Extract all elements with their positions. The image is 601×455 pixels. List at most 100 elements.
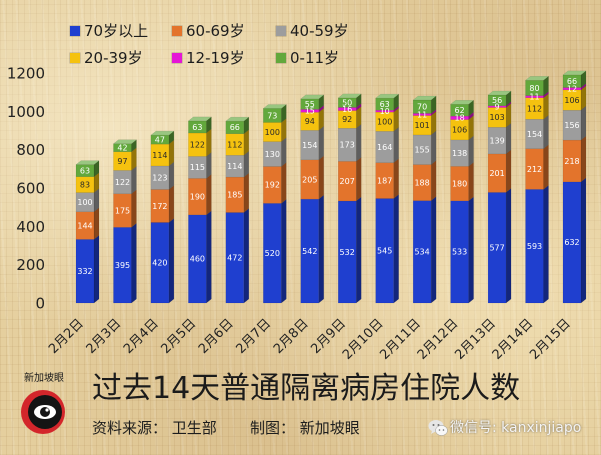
bar-segment-side <box>318 155 324 200</box>
bar-segment <box>300 98 319 110</box>
bar-segment <box>113 151 132 171</box>
data-label: 63 <box>192 123 202 132</box>
data-label: 115 <box>190 163 205 172</box>
legend-label: 12-19岁 <box>186 49 245 67</box>
data-label: 97 <box>117 157 127 166</box>
data-label: 106 <box>564 96 579 105</box>
legend-swatch <box>276 53 286 63</box>
bar-stack <box>337 93 362 304</box>
x-tick-label: 2月6日 <box>196 316 237 357</box>
bar-top-face <box>487 90 512 96</box>
bar-top-face <box>225 116 250 122</box>
bar-segment-side <box>93 234 100 304</box>
bar-segment <box>562 74 582 88</box>
watermark-text: 微信号: kanxinjiapo <box>450 420 582 436</box>
bar-top-face <box>337 93 362 99</box>
bar-stack <box>375 93 400 304</box>
data-label: 103 <box>489 113 504 122</box>
bar-segment <box>375 97 394 111</box>
bar-top-face <box>112 139 138 144</box>
legend-item-60-69: 60-69岁 <box>172 22 245 40</box>
data-label: 63 <box>80 167 90 176</box>
data-label: 42 <box>117 144 127 153</box>
bar-segment-side <box>168 161 175 190</box>
data-label: 201 <box>489 169 504 178</box>
bar-segment-side <box>168 218 175 304</box>
bar-stack <box>112 139 138 304</box>
bar-segment-side <box>580 135 587 183</box>
data-label: 172 <box>152 202 167 211</box>
legend-label: 20-39岁 <box>84 49 143 67</box>
bar-stack <box>562 70 587 304</box>
bar-top-face <box>150 130 175 136</box>
data-label: 12 <box>567 85 577 94</box>
data-label: 154 <box>302 141 317 150</box>
bar-segment <box>450 115 469 120</box>
bar-segment-side <box>505 187 512 304</box>
legend-item-0-11: 0-11岁 <box>276 49 339 67</box>
data-label: 139 <box>489 136 504 145</box>
bar-stack <box>450 99 475 304</box>
bar-segment-side <box>393 158 399 199</box>
x-tick-label: 2月8日 <box>271 316 312 357</box>
bar-segment-side <box>168 185 175 223</box>
data-label: 173 <box>340 141 355 150</box>
data-label: 542 <box>302 247 317 256</box>
bar-top-face <box>375 93 400 99</box>
bar-top-face <box>262 104 287 109</box>
data-label: 18 <box>455 114 465 123</box>
bar-stack <box>262 104 287 304</box>
bar-segment-side <box>206 210 212 304</box>
bar-stack <box>225 116 250 304</box>
y-tick-label: 1200 <box>7 65 45 83</box>
bar-segment <box>338 97 357 108</box>
data-label: 122 <box>115 178 130 187</box>
credit-text: 制图： 新加坡眼 <box>250 419 360 437</box>
bar-top-face <box>75 160 100 165</box>
data-label: 83 <box>80 180 90 189</box>
x-tick-label: 2月14日 <box>490 316 537 363</box>
bar-segment-side <box>243 208 250 304</box>
data-label: 218 <box>564 157 579 166</box>
bar-segment-side <box>356 123 362 162</box>
bar-segment <box>75 164 95 177</box>
data-label: 533 <box>452 248 467 257</box>
bar-segment <box>300 198 319 304</box>
bar-top-face <box>562 70 587 76</box>
legend-swatch <box>172 53 182 63</box>
legend-item-70-plus: 70岁以上 <box>70 22 148 40</box>
bar-segment-side <box>206 174 212 216</box>
data-label: 56 <box>492 96 502 105</box>
data-label: 192 <box>265 181 280 190</box>
data-label: 112 <box>227 140 242 149</box>
data-label: 164 <box>377 143 392 152</box>
data-label: 395 <box>115 261 130 270</box>
data-label: 472 <box>227 254 242 263</box>
bar-segment-side <box>93 207 100 240</box>
x-tick-label: 2月10日 <box>340 316 387 363</box>
x-tick-label: 2月12日 <box>415 316 462 363</box>
bar-segment-side <box>131 189 137 228</box>
data-label: 144 <box>77 221 92 230</box>
bar-top-face <box>187 116 212 122</box>
legend-swatch <box>172 26 182 36</box>
y-tick-label: 200 <box>16 256 45 274</box>
data-label: 180 <box>452 179 467 188</box>
bar-stack <box>300 94 325 304</box>
bar-stack <box>75 160 100 304</box>
data-label: 130 <box>265 150 280 159</box>
bar-stacks <box>75 70 587 304</box>
logo-text: 新加坡眼 <box>24 371 64 384</box>
x-tick-label: 2月3日 <box>84 316 125 357</box>
data-label: 577 <box>489 244 504 253</box>
x-tick-label: 2月11日 <box>377 316 424 363</box>
bar-segment-side <box>356 196 362 304</box>
wechat-icon <box>428 420 448 436</box>
data-label: 188 <box>414 178 429 187</box>
data-label: 520 <box>265 249 280 258</box>
bar-segment-side <box>281 198 287 304</box>
x-tick-label: 2月13日 <box>452 316 499 363</box>
data-label: 66 <box>230 123 240 132</box>
data-label: 106 <box>452 126 467 135</box>
